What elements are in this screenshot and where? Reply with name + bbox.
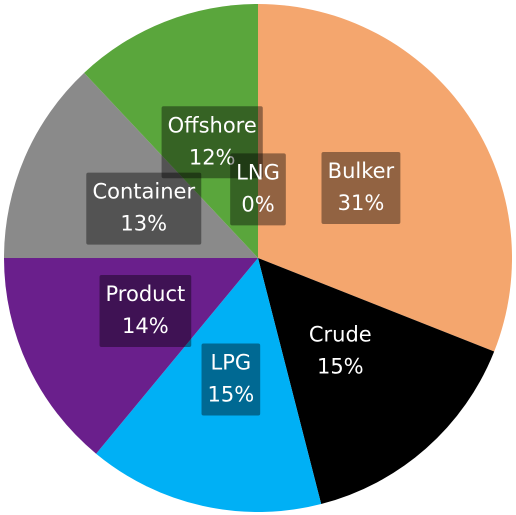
- category-label: Container: [92, 180, 195, 204]
- category-label: Crude: [309, 322, 372, 346]
- label-box: [230, 153, 286, 226]
- slice-label: Offshore 12%: [161, 106, 263, 179]
- slice-label: Product 14%: [99, 274, 192, 347]
- value-label: 31%: [338, 191, 385, 215]
- label-box: [321, 152, 401, 225]
- value-label: 15%: [317, 354, 364, 378]
- label-box: [99, 274, 192, 347]
- value-label: 13%: [120, 212, 167, 236]
- category-label: LNG: [236, 160, 280, 184]
- value-label: 15%: [208, 382, 255, 406]
- labels: Bulker 31% Crude 15% LPG 15% Product 14% Contain…: [86, 106, 401, 416]
- slice-label: Crude 15%: [302, 315, 378, 388]
- label-box: [201, 343, 261, 416]
- pie-slice: [84, 4, 259, 258]
- pie-slice: [4, 258, 258, 454]
- pie-slice: [4, 72, 258, 258]
- label-box: [161, 106, 263, 179]
- pie-slice: [258, 4, 512, 352]
- slice-label: LNG 0%: [230, 153, 286, 226]
- value-label: 12%: [189, 145, 236, 169]
- pie-slice: [96, 258, 322, 512]
- value-label: 14%: [122, 314, 169, 338]
- value-label: 0%: [241, 192, 274, 216]
- category-label: Product: [106, 282, 186, 306]
- label-box: [302, 315, 378, 388]
- slice-label: LPG 15%: [201, 343, 261, 416]
- label-box: [86, 172, 202, 245]
- slice-label: Bulker 31%: [321, 152, 401, 225]
- category-label: LPG: [211, 350, 252, 374]
- category-label: Bulker: [328, 159, 395, 183]
- pie-slice: [258, 258, 495, 505]
- slice-label: Container 13%: [86, 172, 202, 245]
- category-label: Offshore: [168, 113, 257, 137]
